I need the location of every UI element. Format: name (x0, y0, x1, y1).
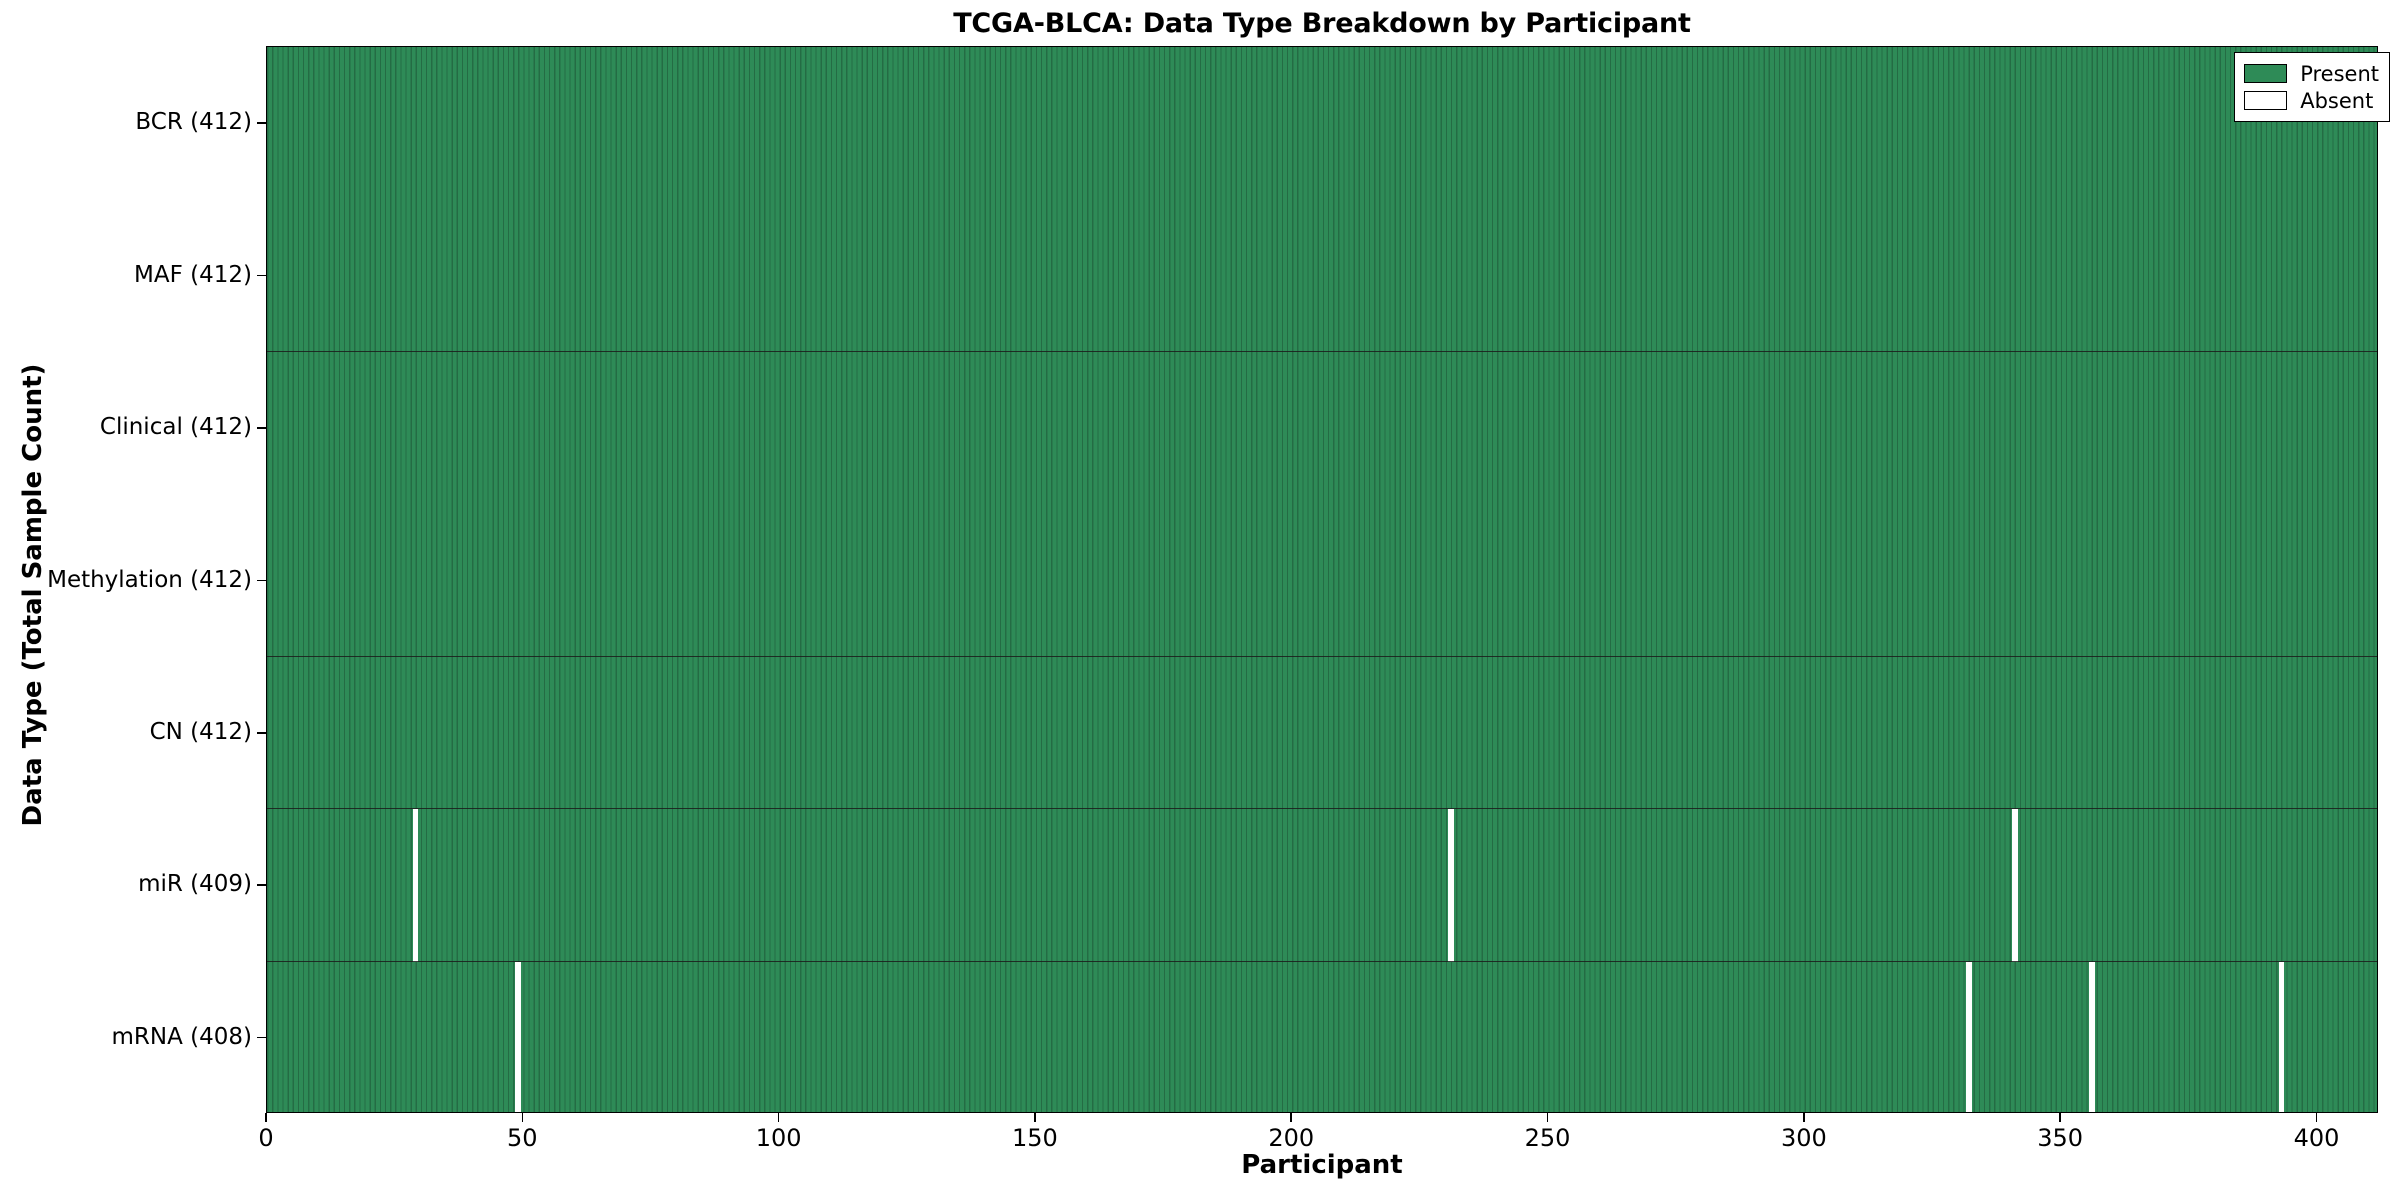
x-tick-label: 300 (1780, 1124, 1827, 1152)
y-tick-mark (257, 427, 266, 429)
x-tick-mark (1546, 1113, 1549, 1122)
x-tick-mark (2315, 1113, 2318, 1122)
y-tick-label-methylation: Methylation (412) (47, 566, 252, 593)
row-absent-cell (515, 961, 521, 1112)
y-tick-label-mir: miR (409) (138, 871, 252, 898)
y-tick-mark (257, 122, 266, 124)
y-axis-label: Data Type (Total Sample Count) (18, 363, 48, 827)
y-tick-label-mrna: mRNA (408) (111, 1023, 252, 1050)
heatmap-row (267, 199, 2377, 352)
x-tick-mark (2059, 1113, 2061, 1122)
y-tick-label-cn: CN (412) (149, 718, 252, 745)
heatmap-row (267, 504, 2377, 657)
x-tick-label: 150 (1012, 1124, 1058, 1152)
row-present-fill (267, 961, 2377, 1112)
row-absent-cell (1448, 809, 1454, 962)
row-absent-cell (2278, 961, 2285, 1112)
row-separator (267, 503, 2377, 505)
heatmap-row (267, 656, 2377, 810)
row-present-fill (267, 504, 2377, 657)
legend-label: Present (2300, 61, 2379, 86)
x-tick-mark (265, 1113, 267, 1122)
legend-item[interactable]: Absent (2244, 87, 2379, 114)
row-present-fill (267, 656, 2377, 810)
x-tick-label: 250 (1524, 1124, 1571, 1152)
legend: Present Absent (2234, 52, 2390, 122)
y-tick-mark (257, 731, 266, 734)
x-axis-label: Participant (1241, 1150, 1403, 1180)
heatmap-row (267, 961, 2377, 1112)
x-tick-mark (1034, 1113, 1036, 1122)
row-absent-cell (412, 809, 419, 962)
row-absent-cell (2089, 961, 2095, 1112)
row-present-fill (267, 199, 2377, 352)
row-absent-cell (1966, 961, 1972, 1112)
row-present-fill (267, 809, 2377, 962)
legend-swatch-present (2244, 64, 2288, 83)
heatmap-row (267, 351, 2377, 505)
x-tick-mark (521, 1113, 524, 1122)
y-tick-label-maf: MAF (412) (134, 261, 252, 288)
heatmap-row (267, 47, 2377, 200)
x-tick-label: 200 (1268, 1124, 1315, 1152)
x-tick-mark (777, 1113, 780, 1122)
row-separator (267, 198, 2377, 201)
x-tick-label: 100 (755, 1124, 802, 1152)
x-tick-label: 350 (2037, 1124, 2084, 1152)
legend-label: Absent (2300, 88, 2374, 113)
x-tick-mark (1290, 1113, 1293, 1122)
y-tick-mark (257, 884, 266, 886)
row-separator (267, 808, 2377, 810)
x-tick-label: 50 (507, 1124, 538, 1152)
plot-area (266, 46, 2378, 1113)
y-tick-label-bcr: BCR (412) (135, 109, 252, 136)
legend-item[interactable]: Present (2244, 60, 2379, 87)
row-present-fill (267, 47, 2377, 200)
y-tick-mark (257, 579, 266, 582)
row-absent-cell (2012, 809, 2018, 962)
page-title: TCGA-BLCA: Data Type Breakdown by Partic… (953, 8, 1691, 39)
legend-swatch-absent (2244, 91, 2288, 110)
y-tick-mark (257, 274, 266, 277)
y-tick-label-clinical: Clinical (412) (99, 414, 252, 441)
y-tick-mark (257, 1036, 266, 1039)
x-tick-label: 0 (258, 1124, 274, 1152)
x-tick-mark (1803, 1113, 1805, 1122)
heatmap-row (267, 809, 2377, 962)
row-separator (267, 960, 2377, 963)
row-separator (267, 656, 2377, 658)
x-tick-label: 400 (2293, 1124, 2340, 1152)
row-present-fill (267, 351, 2377, 505)
